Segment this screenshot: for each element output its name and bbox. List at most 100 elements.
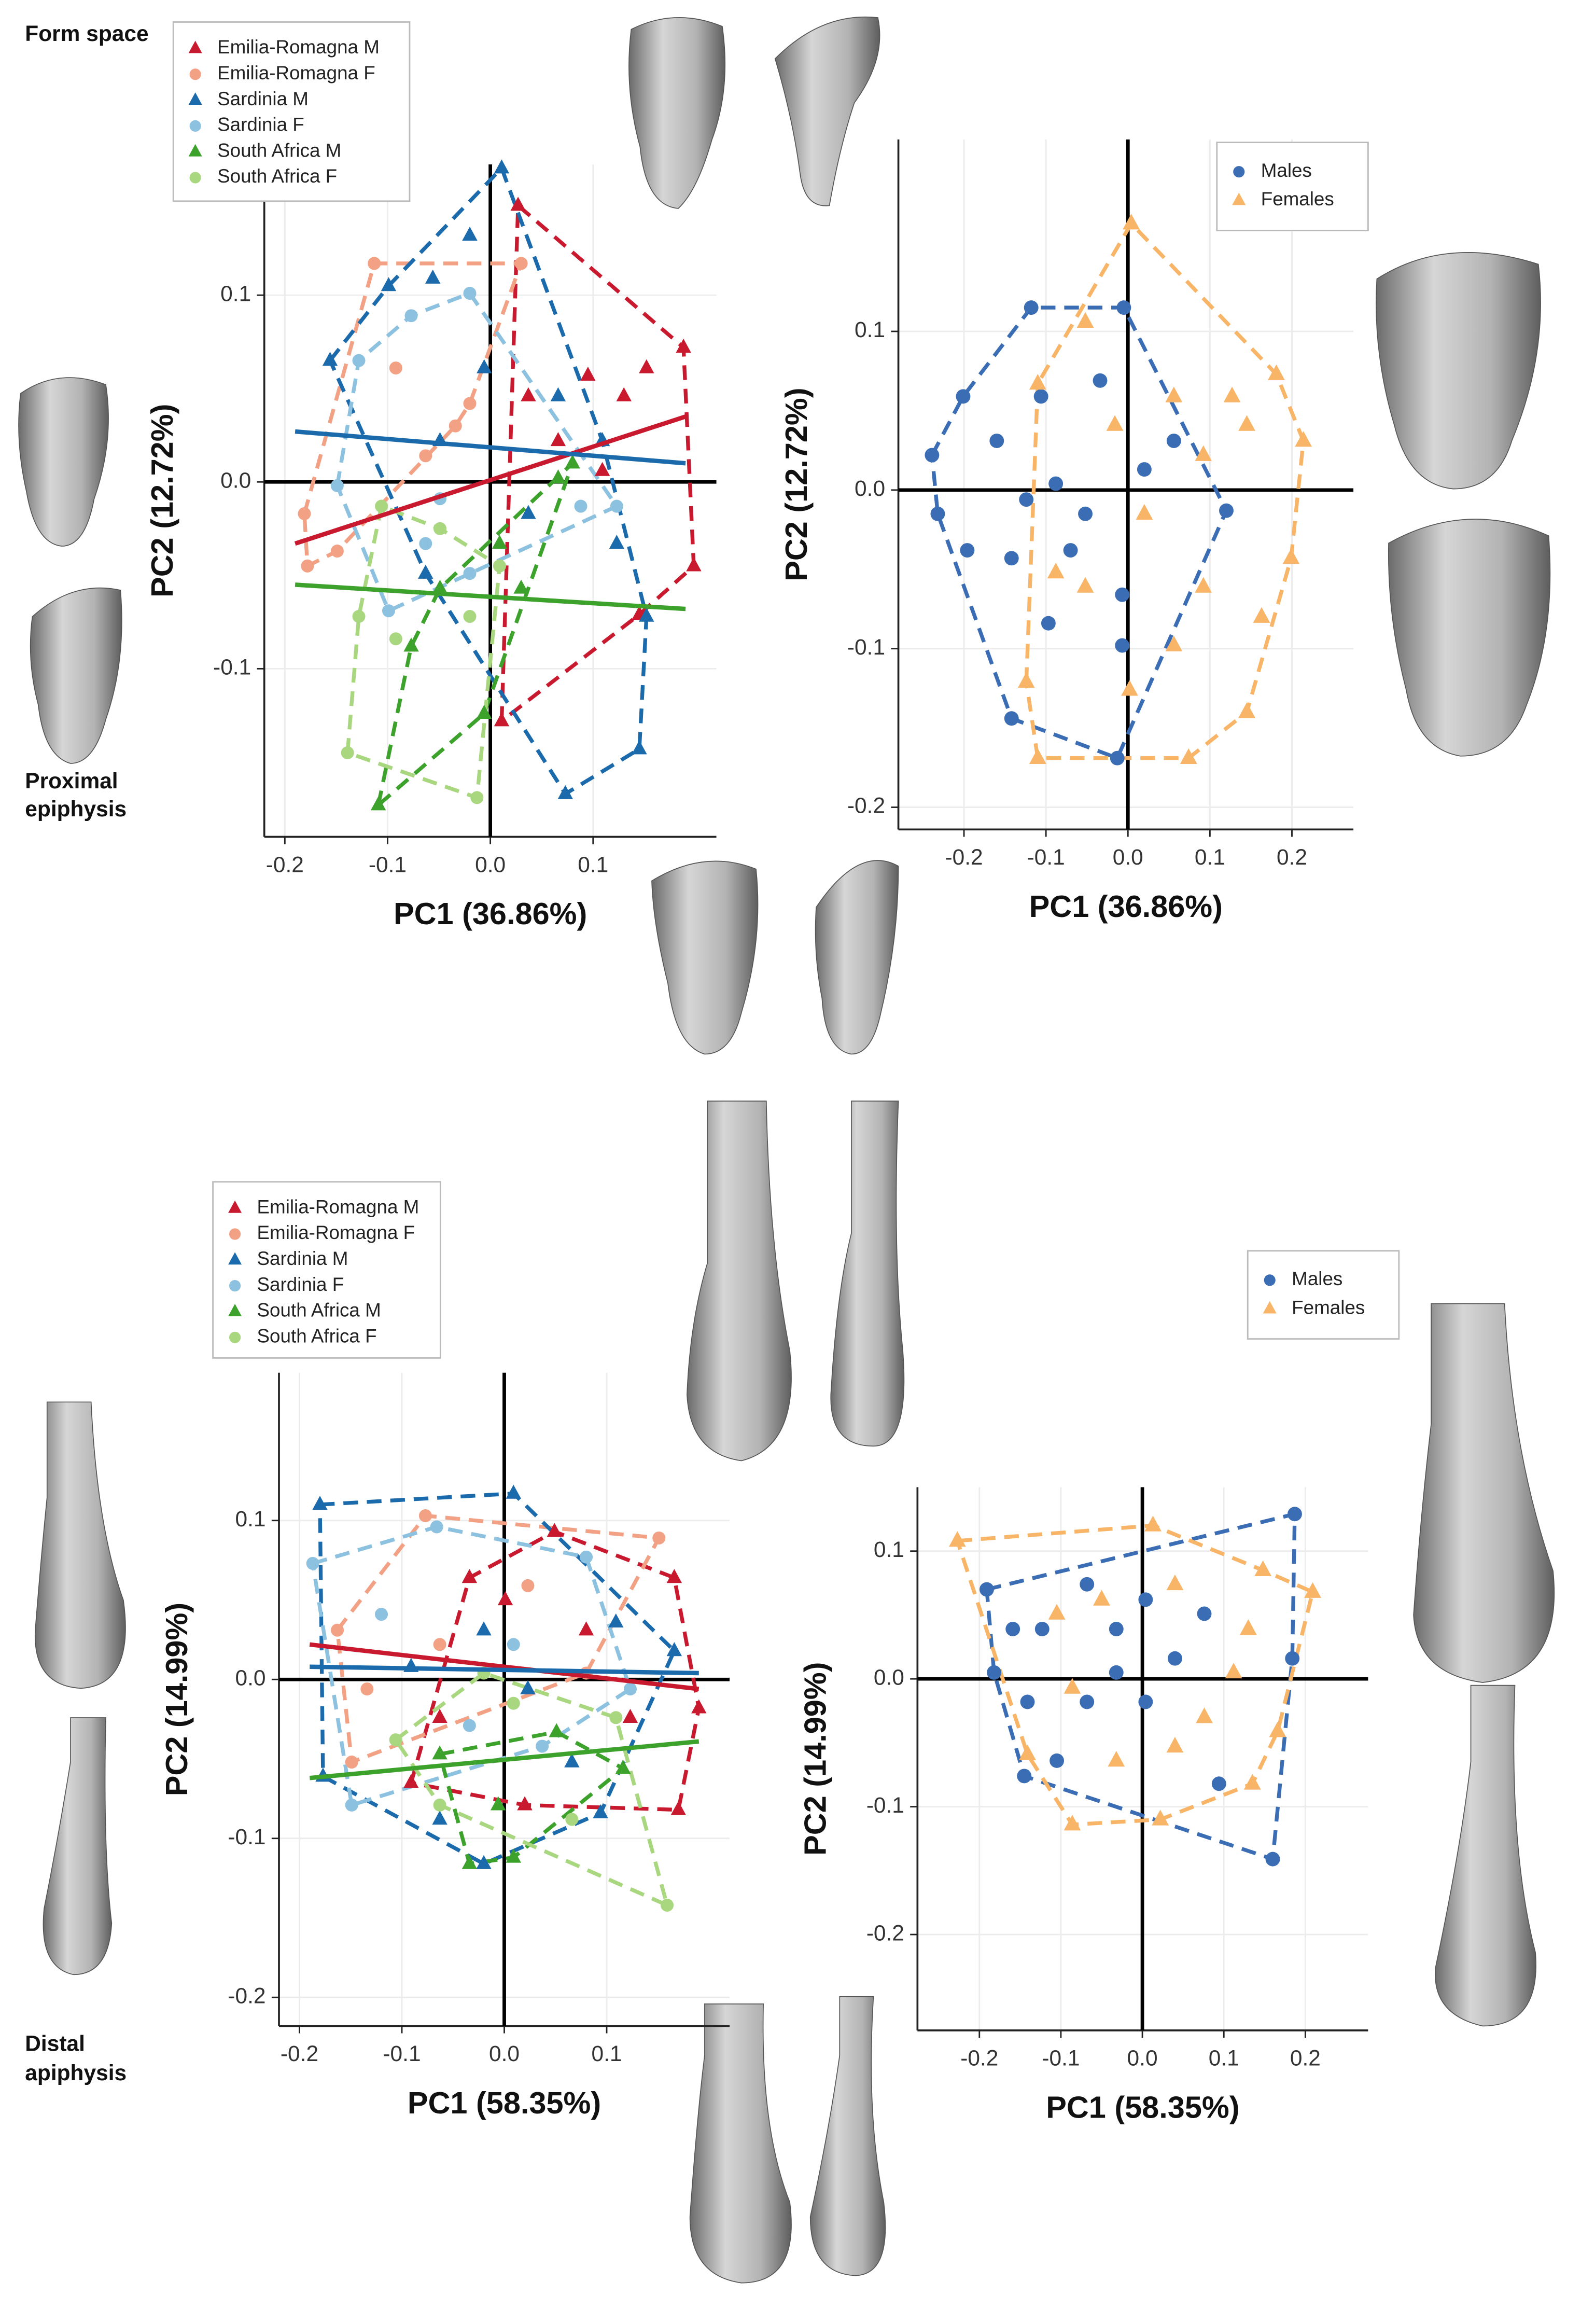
marker-triangle: [564, 1753, 580, 1768]
section-label: apiphysis: [25, 2061, 127, 2085]
marker-circle: [389, 632, 402, 646]
y-tick-label: 0.1: [874, 1537, 904, 1562]
x-axis-title: PC1 (58.35%): [1046, 2090, 1239, 2124]
x-tick-label: -0.1: [1042, 2046, 1080, 2070]
marker-circle: [1017, 1769, 1032, 1784]
bone: [774, 16, 880, 206]
marker-triangle: [1165, 635, 1183, 651]
marker-triangle: [593, 1804, 608, 1818]
marker-triangle: [521, 505, 536, 519]
bone: [815, 860, 899, 1055]
x-tick-label: 0.0: [1113, 845, 1143, 869]
marker-circle: [574, 499, 587, 513]
marker-triangle: [461, 1569, 478, 1583]
marker-circle: [1137, 462, 1152, 477]
marker-triangle: [1019, 1744, 1036, 1760]
marker-circle: [1050, 1753, 1065, 1768]
marker-circle: [430, 1520, 443, 1534]
marker-circle: [1048, 476, 1064, 491]
marker-circle: [565, 1813, 579, 1826]
fit-line: [309, 1739, 699, 1780]
marker-triangle: [666, 1569, 682, 1583]
marker-circle: [1264, 1274, 1276, 1286]
x-tick-label: 0.0: [475, 852, 506, 876]
hull: [335, 1513, 662, 1765]
marker-circle: [1004, 711, 1019, 726]
hull: [499, 201, 696, 725]
y-axis-title: PC2 (12.72%): [779, 387, 814, 581]
legend-label: Emilia-Romagna F: [257, 1222, 415, 1243]
marker-circle: [389, 1733, 402, 1747]
marker-triangle: [1195, 577, 1212, 593]
hull: [437, 1730, 627, 1866]
marker-triangle: [550, 469, 566, 484]
marker-circle: [1063, 543, 1078, 558]
marker-circle: [298, 507, 311, 520]
marker-triangle: [1029, 374, 1046, 390]
marker-triangle: [1123, 214, 1140, 230]
legend-label: Sardinia M: [257, 1248, 348, 1269]
legend: Emilia-Romagna M Emilia-Romagna F Sardinia…: [212, 1181, 441, 1359]
marker-circle: [507, 1638, 520, 1651]
marker-triangle: [616, 387, 632, 401]
x-tick-label: 0.0: [489, 2041, 520, 2066]
marker-triangle: [1238, 702, 1255, 718]
chart: -0.2 -0.1 0.0 0.1 0.2 -0.2 -0.1 0.0 0.1 PC1 (58.3…: [798, 1250, 1400, 2124]
marker-circle: [1110, 750, 1125, 766]
marker-triangle: [462, 226, 478, 241]
marker-circle: [989, 434, 1004, 448]
legend-label: South Africa M: [217, 140, 341, 161]
marker-circle: [404, 309, 418, 323]
chart: -0.2 -0.1 0.0 0.1 0.2 -0.2 -0.1 0.0 0.1 PC1 (36.8…: [779, 139, 1369, 924]
marker-circle: [330, 544, 344, 558]
marker-circle: [493, 559, 506, 573]
marker-triangle: [691, 1699, 707, 1714]
marker-triangle: [188, 144, 202, 157]
marker-triangle: [1295, 431, 1312, 447]
marker-circle: [521, 1579, 535, 1592]
marker-circle: [1034, 1622, 1050, 1637]
marker-triangle: [594, 462, 610, 476]
marker-circle: [352, 610, 366, 623]
marker-triangle: [1106, 415, 1124, 431]
marker-triangle: [228, 1252, 242, 1265]
marker-circle: [1024, 300, 1039, 315]
marker-circle: [1116, 300, 1131, 315]
marker-circle: [1093, 373, 1108, 388]
marker-circle: [979, 1582, 994, 1597]
marker-triangle: [1108, 1750, 1125, 1767]
marker-triangle: [1166, 1736, 1184, 1753]
marker-triangle: [549, 1723, 564, 1737]
marker-circle: [341, 746, 354, 759]
marker-triangle: [666, 1642, 682, 1657]
marker-triangle: [432, 1708, 447, 1723]
marker-circle: [374, 1608, 388, 1621]
x-tick-label: 0.1: [578, 852, 608, 876]
marker-triangle: [615, 1759, 631, 1774]
marker-triangle: [1238, 415, 1255, 431]
hull: [930, 305, 1229, 761]
marker-circle: [463, 567, 477, 580]
marker-circle: [925, 448, 940, 463]
marker-triangle: [1136, 504, 1153, 520]
marker-triangle: [1076, 312, 1094, 328]
marker-triangle: [578, 1621, 594, 1636]
legend-label: Sardinia F: [257, 1274, 344, 1295]
marker-circle: [1265, 1852, 1280, 1867]
marker-circle: [1033, 389, 1048, 404]
legend-box: [172, 21, 411, 202]
marker-triangle: [639, 607, 654, 622]
marker-triangle: [1076, 577, 1094, 593]
fit-line: [295, 429, 686, 466]
marker-triangle: [1017, 672, 1035, 688]
marker-circle: [1115, 587, 1130, 602]
chart: -0.2 -0.1 0.0 0.1 -0.1 0.0 0.1 PC1 (36.86%) PC2 …: [145, 21, 717, 931]
bone: [809, 1996, 886, 2276]
bone: [34, 1401, 126, 1689]
legend: Males Females: [1247, 1250, 1400, 1340]
marker-triangle: [1047, 562, 1065, 579]
marker-circle: [536, 1739, 549, 1753]
x-tick-label: -0.1: [369, 852, 407, 876]
marker-triangle: [1064, 1815, 1081, 1831]
